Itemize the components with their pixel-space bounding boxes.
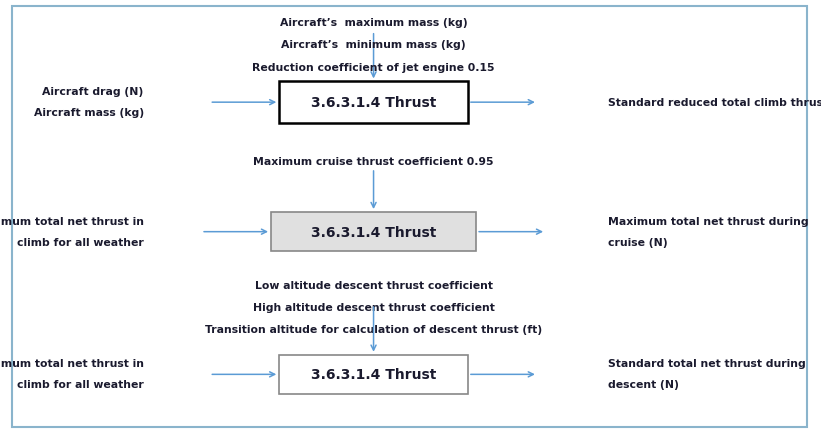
Text: climb for all weather: climb for all weather <box>17 380 144 389</box>
Text: Maximum total net thrust during: Maximum total net thrust during <box>608 216 808 226</box>
Text: High altitude descent thrust coefficient: High altitude descent thrust coefficient <box>253 302 494 312</box>
Text: Aircraft drag (N): Aircraft drag (N) <box>43 87 144 97</box>
Text: Low altitude descent thrust coefficient: Low altitude descent thrust coefficient <box>255 280 493 290</box>
Text: Transition altitude for calculation of descent thrust (ft): Transition altitude for calculation of d… <box>205 324 542 334</box>
Text: cruise (N): cruise (N) <box>608 237 667 247</box>
Text: Aircraft’s  maximum mass (kg): Aircraft’s maximum mass (kg) <box>280 18 467 28</box>
Text: Maximum total net thrust in: Maximum total net thrust in <box>0 216 144 226</box>
Text: 3.6.3.1.4 Thrust: 3.6.3.1.4 Thrust <box>311 96 436 110</box>
Text: descent (N): descent (N) <box>608 380 678 389</box>
Text: Maximum cruise thrust coefficient 0.95: Maximum cruise thrust coefficient 0.95 <box>254 156 493 166</box>
Bar <box>279 82 468 124</box>
Text: Aircraft mass (kg): Aircraft mass (kg) <box>34 108 144 118</box>
Text: Reduction coefficient of jet engine 0.15: Reduction coefficient of jet engine 0.15 <box>252 63 495 73</box>
Text: 3.6.3.1.4 Thrust: 3.6.3.1.4 Thrust <box>311 225 436 239</box>
Text: climb for all weather: climb for all weather <box>17 237 144 247</box>
Bar <box>279 355 468 394</box>
Text: Maximum total net thrust in: Maximum total net thrust in <box>0 359 144 368</box>
Text: Standard total net thrust during: Standard total net thrust during <box>608 359 805 368</box>
Bar <box>271 212 476 252</box>
Text: Standard reduced total climb thrust (N): Standard reduced total climb thrust (N) <box>608 98 821 108</box>
Text: Aircraft’s  minimum mass (kg): Aircraft’s minimum mass (kg) <box>282 40 466 50</box>
Text: 3.6.3.1.4 Thrust: 3.6.3.1.4 Thrust <box>311 367 436 381</box>
